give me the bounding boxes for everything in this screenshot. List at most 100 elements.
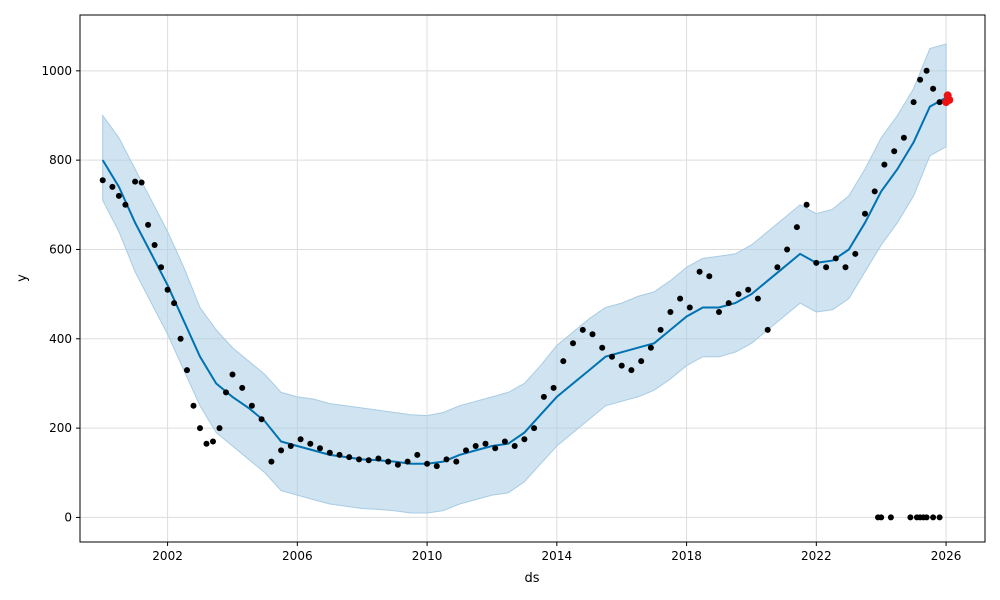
data-point (803, 201, 810, 208)
data-point (589, 331, 596, 338)
data-point (784, 246, 791, 253)
uncertainty-band (102, 43, 947, 514)
data-point (599, 344, 606, 351)
data-point (145, 221, 152, 228)
y-tick-label: 1000 (41, 64, 72, 78)
data-points-layer (99, 67, 943, 521)
data-point (842, 264, 849, 271)
data-point (862, 210, 868, 217)
forecast-point (945, 95, 954, 104)
data-point (686, 304, 693, 311)
data-point (158, 264, 165, 271)
y-tick-label: 200 (49, 421, 72, 435)
data-point (923, 67, 930, 74)
data-point (453, 458, 460, 465)
x-tick-label: 2022 (801, 549, 832, 563)
data-point (550, 384, 557, 391)
data-point (813, 259, 820, 266)
y-tick-label: 400 (49, 332, 72, 346)
data-point (521, 436, 528, 443)
trend-line (101, 96, 947, 465)
data-point (579, 326, 586, 333)
data-point (297, 436, 304, 443)
data-point (216, 425, 223, 432)
uncertainty-band-layer (102, 43, 947, 514)
data-point (122, 201, 129, 208)
x-axis-label: ds (524, 571, 539, 586)
data-point (463, 447, 469, 454)
data-point (239, 384, 246, 391)
plot-frame (79, 14, 986, 543)
data-point (287, 443, 294, 449)
data-point (793, 224, 800, 231)
x-tick-label: 2002 (152, 549, 183, 563)
data-point (164, 286, 171, 293)
data-point (151, 242, 158, 248)
data-point (638, 358, 645, 365)
data-point (414, 451, 421, 458)
data-point (618, 362, 625, 369)
data-point (871, 188, 878, 195)
forecast-points-layer (942, 91, 954, 107)
data-point (307, 440, 314, 447)
data-point (317, 445, 323, 452)
data-point (109, 183, 116, 190)
x-tick-label: 2010 (412, 549, 443, 563)
data-point (930, 85, 937, 92)
data-point (210, 438, 216, 445)
data-point (725, 300, 732, 307)
data-point (907, 514, 914, 521)
data-point (735, 291, 742, 298)
data-point (647, 344, 654, 351)
data-point (667, 309, 674, 315)
data-point (540, 393, 547, 400)
x-tick-label: 2014 (542, 549, 573, 563)
data-point (501, 438, 508, 445)
data-point (229, 371, 236, 378)
x-tick-label: 2026 (931, 549, 962, 563)
data-point (223, 389, 229, 396)
data-point (492, 445, 499, 452)
y-tick-label: 0 (64, 510, 72, 524)
data-point (881, 161, 888, 168)
data-point (716, 309, 722, 315)
data-point (132, 178, 139, 185)
data-point (190, 402, 197, 409)
data-point (609, 353, 615, 360)
data-point (177, 335, 184, 342)
trend-line-layer (101, 96, 947, 465)
data-point (346, 454, 353, 461)
data-point (443, 456, 450, 463)
data-point (917, 76, 924, 83)
x-axis-ticks: 2002 2006 2010 2014 2018 2022 2026 (152, 542, 961, 563)
data-point (511, 443, 518, 449)
data-point (404, 458, 411, 465)
data-point (375, 455, 382, 462)
y-axis-ticks: 0 200 400 600 800 1000 (41, 64, 80, 524)
data-point (823, 264, 830, 271)
data-point (184, 367, 190, 374)
data-point (887, 514, 894, 521)
data-point (891, 148, 898, 155)
data-point (696, 268, 703, 275)
data-point (936, 99, 943, 106)
data-point (326, 449, 333, 456)
data-point (394, 461, 401, 468)
data-point (248, 402, 255, 409)
data-point (268, 458, 275, 465)
data-point (531, 425, 538, 432)
data-point (258, 416, 265, 423)
x-tick-label: 2018 (671, 549, 702, 563)
data-point (677, 295, 684, 302)
data-point (936, 514, 943, 521)
data-point (336, 451, 343, 458)
x-tick-label: 2006 (282, 549, 313, 563)
data-point (832, 255, 839, 262)
data-point (764, 326, 771, 333)
data-point (910, 99, 917, 106)
data-point (482, 440, 489, 447)
data-point (433, 463, 440, 470)
y-axis-label: y (15, 274, 30, 282)
data-point (852, 250, 859, 257)
